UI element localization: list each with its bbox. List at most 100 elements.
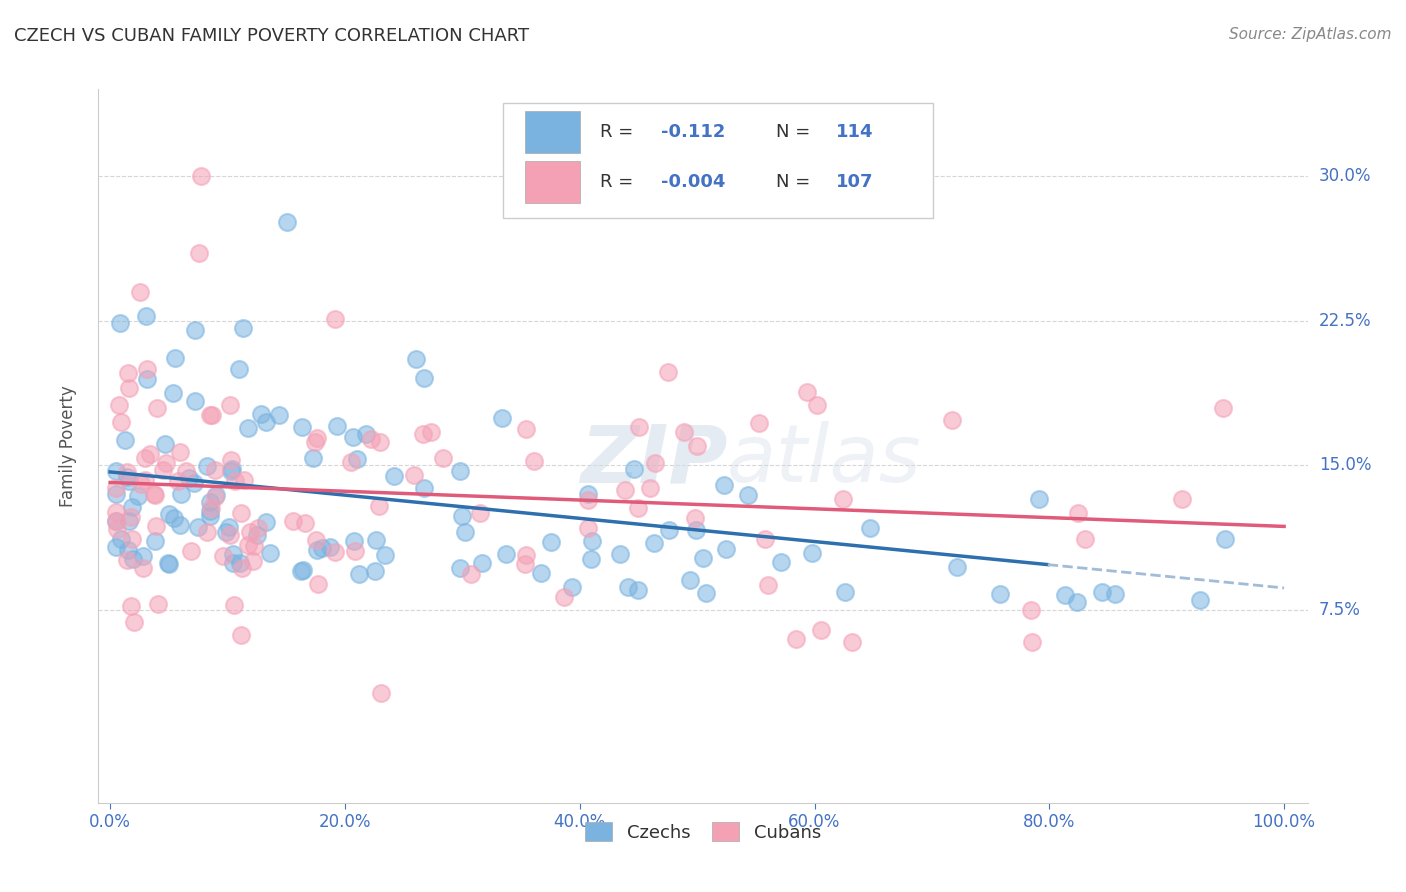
Point bbox=[579, 552, 602, 566]
Point bbox=[219, 398, 242, 412]
Point bbox=[138, 447, 160, 461]
Point bbox=[657, 365, 679, 379]
Point bbox=[325, 545, 347, 559]
Point bbox=[1104, 587, 1126, 601]
Text: Source: ZipAtlas.com: Source: ZipAtlas.com bbox=[1229, 27, 1392, 42]
Point bbox=[301, 450, 323, 465]
Point bbox=[269, 408, 291, 422]
Point bbox=[354, 427, 377, 442]
Point bbox=[450, 509, 472, 524]
Point bbox=[117, 542, 139, 557]
Point bbox=[796, 384, 818, 399]
Point bbox=[522, 454, 544, 468]
Point bbox=[105, 482, 128, 496]
Point bbox=[201, 409, 224, 423]
Point bbox=[305, 431, 328, 445]
Point bbox=[165, 351, 187, 366]
Point bbox=[453, 525, 475, 540]
Point bbox=[215, 524, 238, 539]
Text: -0.004: -0.004 bbox=[661, 173, 725, 191]
Point bbox=[155, 456, 177, 470]
Point bbox=[190, 169, 212, 183]
Point bbox=[229, 556, 252, 570]
Point bbox=[319, 541, 342, 555]
Point bbox=[105, 514, 128, 528]
Point bbox=[117, 366, 139, 380]
Point bbox=[540, 535, 562, 549]
Point bbox=[187, 520, 209, 534]
Point bbox=[1091, 585, 1114, 599]
Point bbox=[638, 481, 661, 495]
Text: 107: 107 bbox=[837, 173, 873, 191]
Point bbox=[105, 464, 128, 478]
Point bbox=[737, 488, 759, 502]
Text: -0.112: -0.112 bbox=[661, 123, 725, 141]
Point bbox=[221, 461, 243, 475]
Point bbox=[405, 352, 427, 367]
Point bbox=[212, 549, 235, 564]
Point bbox=[153, 437, 176, 451]
Point bbox=[231, 506, 253, 520]
Point bbox=[224, 474, 246, 488]
Point bbox=[672, 425, 695, 439]
Point bbox=[162, 385, 184, 400]
FancyBboxPatch shape bbox=[526, 111, 579, 153]
Point bbox=[311, 541, 333, 555]
Point bbox=[658, 523, 681, 537]
Point bbox=[292, 563, 315, 577]
Point bbox=[609, 547, 631, 561]
Point bbox=[152, 463, 174, 477]
Point bbox=[232, 473, 254, 487]
Point bbox=[859, 521, 882, 535]
Text: 30.0%: 30.0% bbox=[1319, 167, 1371, 185]
Point bbox=[349, 566, 371, 581]
Text: 7.5%: 7.5% bbox=[1319, 601, 1361, 619]
Point bbox=[1188, 592, 1211, 607]
Point bbox=[616, 580, 638, 594]
Text: 15.0%: 15.0% bbox=[1319, 457, 1371, 475]
Point bbox=[716, 542, 738, 557]
Point bbox=[728, 176, 751, 190]
Point bbox=[127, 489, 149, 503]
Point bbox=[243, 539, 266, 553]
Point bbox=[628, 420, 651, 434]
Point bbox=[198, 504, 221, 518]
Point bbox=[231, 561, 253, 575]
Point bbox=[402, 468, 425, 483]
Point bbox=[134, 450, 156, 465]
Point bbox=[343, 534, 366, 549]
FancyBboxPatch shape bbox=[526, 161, 579, 203]
Point bbox=[238, 538, 260, 552]
Point bbox=[1066, 595, 1088, 609]
Point bbox=[1212, 401, 1234, 416]
Point bbox=[143, 533, 166, 548]
Point bbox=[945, 560, 967, 574]
Point bbox=[801, 545, 824, 559]
Point bbox=[581, 534, 603, 549]
Text: R =: R = bbox=[600, 173, 640, 191]
Point bbox=[163, 511, 186, 525]
Point bbox=[159, 508, 181, 522]
Point bbox=[307, 542, 329, 557]
Point bbox=[841, 635, 863, 649]
Point bbox=[413, 481, 436, 495]
Point bbox=[307, 577, 329, 591]
Point bbox=[242, 554, 264, 568]
Point bbox=[122, 551, 145, 566]
Point bbox=[290, 565, 312, 579]
Point bbox=[117, 465, 139, 479]
Point bbox=[276, 215, 298, 229]
Point bbox=[449, 561, 471, 575]
Point bbox=[613, 483, 636, 497]
Point bbox=[195, 458, 218, 473]
Point bbox=[184, 394, 207, 409]
Point bbox=[197, 524, 219, 539]
Point bbox=[1074, 532, 1097, 546]
Point bbox=[695, 585, 717, 599]
Point bbox=[304, 434, 326, 449]
Point bbox=[370, 686, 392, 700]
Point bbox=[117, 381, 139, 395]
Point bbox=[1054, 588, 1077, 602]
Point bbox=[1067, 506, 1090, 520]
Point bbox=[683, 510, 706, 524]
